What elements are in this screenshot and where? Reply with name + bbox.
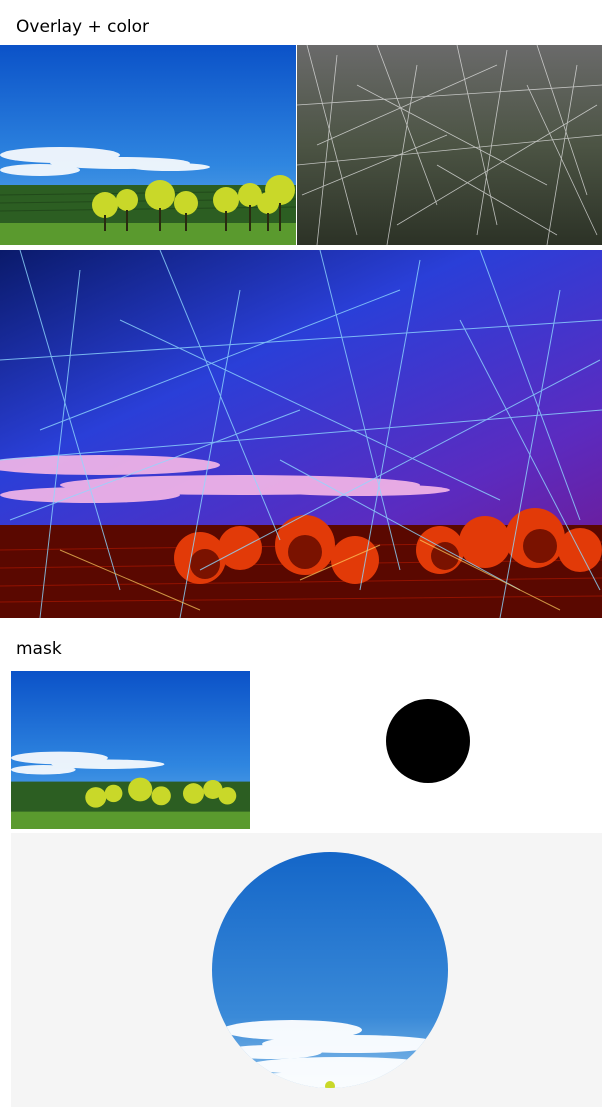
- landscape-photo-small: [11, 671, 250, 829]
- mask-section-title: mask: [16, 639, 62, 659]
- overlay-section-title: Overlay + color: [16, 17, 150, 37]
- black-circle-mask: [386, 699, 470, 783]
- overlay-color-result: [0, 250, 602, 618]
- masked-circle-result: [212, 852, 448, 1088]
- scratch-texture: [297, 45, 602, 245]
- landscape-photo: [0, 45, 296, 245]
